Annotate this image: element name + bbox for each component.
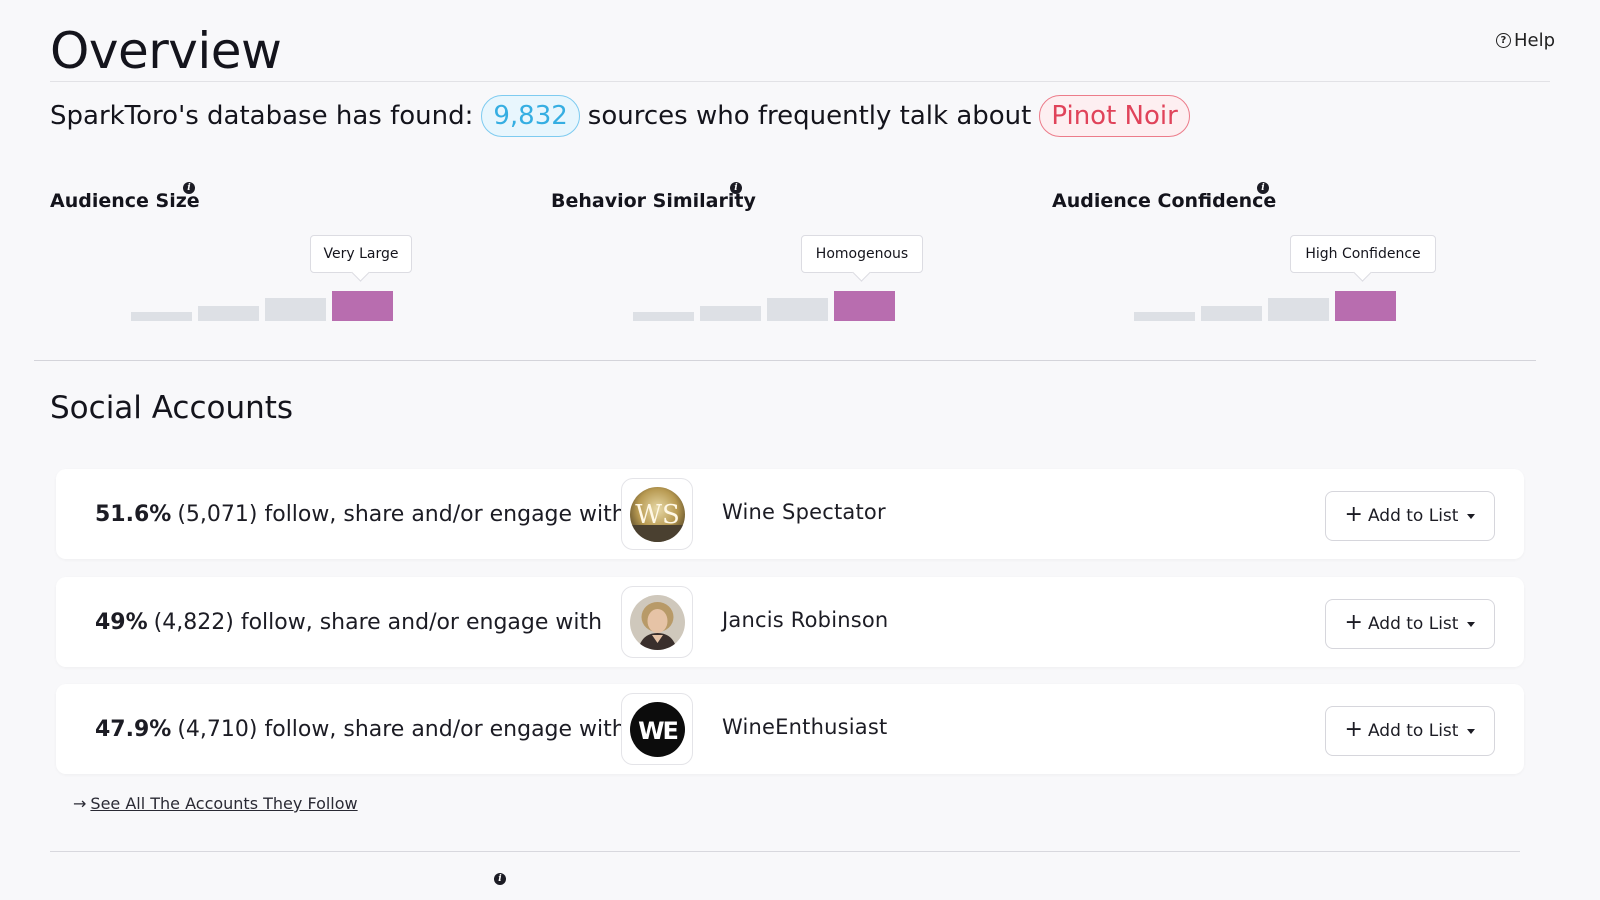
svg-text:WS: WS xyxy=(635,500,680,530)
info-icon[interactable]: i xyxy=(494,873,506,885)
account-row: 51.6% (5,071) follow, share and/or engag… xyxy=(56,469,1524,559)
chevron-down-icon xyxy=(1467,622,1476,627)
see-all-accounts-link[interactable]: See All The Accounts They Follow xyxy=(90,794,358,813)
summary-middle: sources who frequently talk about xyxy=(587,101,1032,131)
divider xyxy=(50,81,1550,82)
add-to-list-button[interactable]: + Add to List xyxy=(1325,491,1495,541)
level-bar xyxy=(1134,312,1195,321)
account-phrase: follow, share and/or engage with xyxy=(264,716,626,742)
chevron-down-icon xyxy=(1467,729,1476,734)
arrow-right-icon: → xyxy=(73,794,87,813)
level-bar xyxy=(700,306,761,321)
account-name[interactable]: Wine Spectator xyxy=(722,500,886,524)
level-bar xyxy=(1201,306,1262,321)
metric-behavior-similarity: Behavior Similarity i Homogenous xyxy=(551,182,971,342)
question-circle-icon: ? xyxy=(1495,33,1511,48)
account-percent: 49% xyxy=(95,609,148,635)
add-to-list-label: Add to List xyxy=(1367,614,1459,634)
account-avatar-frame[interactable]: WS xyxy=(621,478,693,550)
info-icon[interactable]: i xyxy=(730,182,742,194)
wine-enthusiast-logo-icon: WE xyxy=(629,701,685,757)
source-count-badge: 9,832 xyxy=(481,95,580,137)
metric-label: Behavior Similarity xyxy=(551,190,756,212)
plus-icon: + xyxy=(1344,502,1363,527)
account-percent: 47.9% xyxy=(95,716,172,742)
metric-bars xyxy=(131,290,396,321)
account-count: (4,710) xyxy=(177,716,258,742)
see-all-accounts: → See All The Accounts They Follow xyxy=(73,794,358,813)
add-to-list-button[interactable]: + Add to List xyxy=(1325,599,1495,649)
level-bar xyxy=(1268,298,1329,321)
plus-icon: + xyxy=(1344,717,1363,742)
account-count: (4,822) xyxy=(153,609,234,635)
plus-icon: + xyxy=(1344,610,1363,635)
account-stat: 47.9% (4,710) follow, share and/or engag… xyxy=(95,684,626,774)
topic-badge: Pinot Noir xyxy=(1039,95,1190,137)
account-stat: 51.6% (5,071) follow, share and/or engag… xyxy=(95,469,626,559)
account-row: 49% (4,822) follow, share and/or engage … xyxy=(56,577,1524,667)
level-bar xyxy=(767,298,828,321)
wine-spectator-logo-icon: WS xyxy=(629,486,685,542)
add-to-list-label: Add to List xyxy=(1367,506,1459,526)
person-photo-icon xyxy=(629,594,685,650)
account-name[interactable]: Jancis Robinson xyxy=(722,608,889,632)
metric-bars xyxy=(633,290,898,321)
account-percent: 51.6% xyxy=(95,501,172,527)
level-bar xyxy=(1335,291,1396,321)
account-row: 47.9% (4,710) follow, share and/or engag… xyxy=(56,684,1524,774)
summary-sentence: SparkToro's database has found: 9,832 so… xyxy=(50,95,1190,137)
account-avatar-frame[interactable] xyxy=(621,586,693,658)
section-divider xyxy=(34,360,1536,361)
metric-audience-confidence: Audience Confidence i High Confidence xyxy=(1052,182,1472,342)
info-icon[interactable]: i xyxy=(183,182,195,194)
metric-audience-size: Audience Size i Very Large xyxy=(50,182,470,342)
level-bar xyxy=(332,291,393,321)
metric-value-tooltip: Very Large xyxy=(310,235,412,273)
section-divider xyxy=(50,851,1520,852)
level-bar xyxy=(633,312,694,321)
account-avatar-frame[interactable]: WE xyxy=(621,693,693,765)
info-icon[interactable]: i xyxy=(1257,182,1269,194)
svg-text:WE: WE xyxy=(638,717,677,745)
help-link[interactable]: ? Help xyxy=(1495,30,1555,51)
metric-value-tooltip: Homogenous xyxy=(801,235,923,273)
add-to-list-button[interactable]: + Add to List xyxy=(1325,706,1495,756)
section-title-social-accounts: Social Accounts xyxy=(50,390,294,426)
level-bar xyxy=(198,306,259,321)
account-stat: 49% (4,822) follow, share and/or engage … xyxy=(95,577,602,667)
summary-prefix: SparkToro's database has found: xyxy=(50,101,474,131)
account-phrase: follow, share and/or engage with xyxy=(264,501,626,527)
metric-bars xyxy=(1134,290,1399,321)
metric-label: Audience Confidence xyxy=(1052,190,1277,212)
account-name[interactable]: WineEnthusiast xyxy=(722,715,888,739)
metric-value-tooltip: High Confidence xyxy=(1290,235,1436,273)
page-title: Overview xyxy=(50,22,282,80)
level-bar xyxy=(265,298,326,321)
level-bar xyxy=(131,312,192,321)
add-to-list-label: Add to List xyxy=(1367,721,1459,741)
chevron-down-icon xyxy=(1467,514,1476,519)
metric-label: Audience Size xyxy=(50,190,200,212)
account-phrase: follow, share and/or engage with xyxy=(240,609,603,635)
help-label: Help xyxy=(1513,30,1555,51)
level-bar xyxy=(834,291,895,321)
account-count: (5,071) xyxy=(177,501,258,527)
